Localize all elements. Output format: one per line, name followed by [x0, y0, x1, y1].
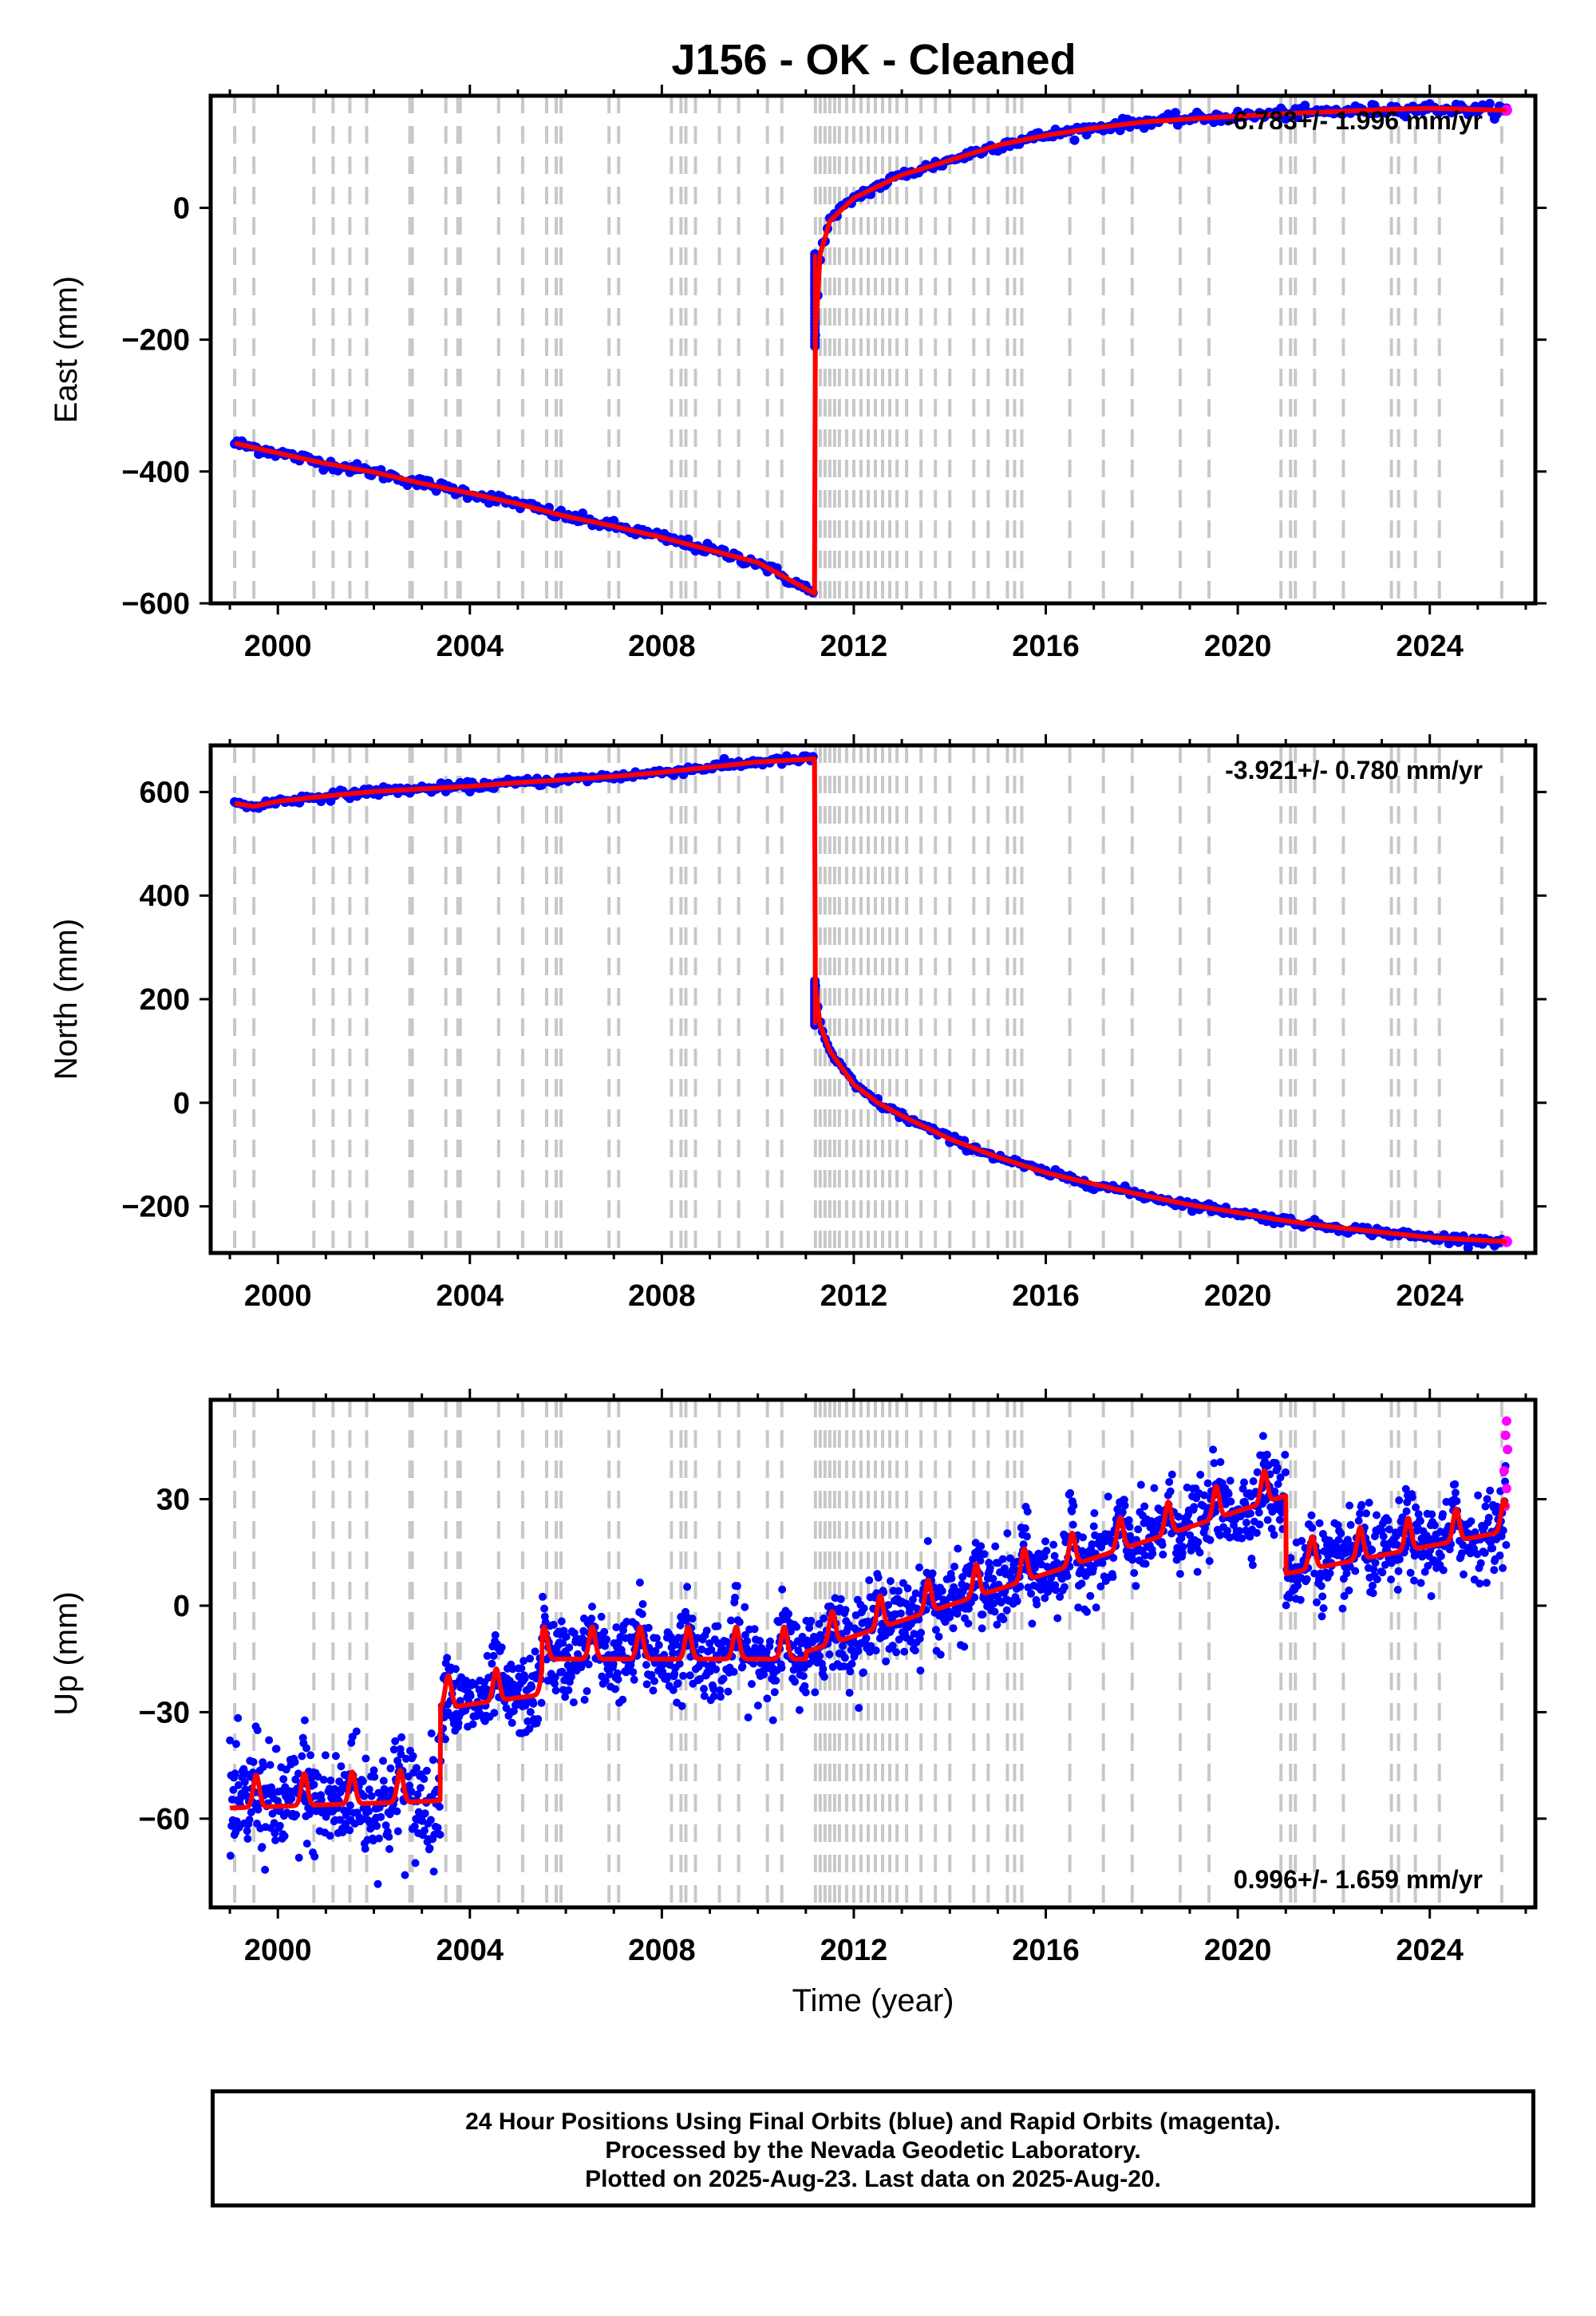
panel-up: 2000 2004 2008 2012 2016 2020 2024 30 0 −30 −60 Up …: [49, 1389, 1547, 2018]
x-tick-label: 2004: [437, 630, 504, 663]
east-rate-label: -6.783+/- 1.996 mm/yr: [1225, 106, 1483, 135]
up-final-orbit-points: [226, 1432, 1511, 1888]
east-plot-area: [230, 96, 1512, 603]
y-tick-label: −60: [139, 1803, 190, 1836]
y-tick-label: 600: [140, 776, 190, 809]
y-tick-label: −200: [121, 1191, 190, 1224]
up-rapid-orbit-point: [1503, 1445, 1513, 1455]
up-plot-area: [226, 1400, 1513, 1907]
up-model-line: [227, 1468, 1509, 1811]
y-tick-label: −200: [121, 324, 190, 358]
east-y-axis-label: East (mm): [49, 276, 84, 423]
up-rapid-orbit-point: [1501, 1484, 1511, 1494]
x-tick-label: 2016: [1012, 630, 1080, 663]
north-y-axis-label: North (mm): [49, 919, 84, 1080]
y-tick-label: 200: [140, 983, 190, 1017]
y-tick-label: 0: [173, 1087, 190, 1120]
x-tick-label: 2020: [1204, 1934, 1272, 1967]
y-tick-label: 400: [140, 879, 190, 913]
x-tick-label: 2008: [628, 1934, 696, 1967]
north-model-line: [233, 756, 1508, 1244]
x-tick-label: 2024: [1396, 1279, 1464, 1313]
chart-title: J156 - OK - Cleaned: [671, 36, 1077, 84]
x-tick-label: 2000: [244, 1934, 312, 1967]
east-rapid-orbit-point: [1500, 105, 1512, 117]
x-tick-label: 2012: [820, 1934, 888, 1967]
north-final-orbit-points: [230, 751, 1511, 1253]
caption-line-plotted: Plotted on 2025-Aug-23. Last data on 202…: [585, 2166, 1161, 2192]
y-tick-label: 0: [173, 1590, 190, 1623]
north-rate-label: -3.921+/- 0.780 mm/yr: [1225, 756, 1483, 785]
up-y-axis-label: Up (mm): [49, 1591, 84, 1716]
panel-east: 2000 2004 2008 2012 2016 2020 2024 0 −200 −400 −60…: [49, 85, 1547, 663]
caption-line-orbits: 24 Hour Positions Using Final Orbits (bl…: [465, 2109, 1281, 2135]
up-rate-label: 0.996+/- 1.659 mm/yr: [1234, 1865, 1483, 1894]
x-tick-label: 2000: [244, 1279, 312, 1313]
x-tick-label: 2016: [1012, 1934, 1080, 1967]
x-tick-label: 2004: [437, 1279, 504, 1313]
x-tick-label: 2008: [628, 1279, 696, 1313]
panel-north: 2000 2004 2008 2012 2016 2020 20246004002000−2…: [49, 734, 1547, 1313]
x-tick-label: 2008: [628, 630, 696, 663]
up-rapid-orbit-point: [1499, 1465, 1509, 1476]
up-rapid-orbit-point: [1501, 1416, 1511, 1426]
x-axis-label: Time (year): [792, 1983, 954, 2018]
x-tick-label: 2012: [820, 1279, 888, 1313]
y-tick-label: 0: [173, 192, 190, 225]
x-tick-label: 2020: [1204, 630, 1272, 663]
y-tick-label: 30: [156, 1484, 190, 1517]
east-final-orbit-points: [230, 98, 1511, 598]
x-tick-label: 2024: [1396, 1934, 1464, 1967]
up-frame: [208, 1397, 1538, 1910]
north-plot-area: [230, 745, 1512, 1253]
caption-box: 24 Hour Positions Using Final Orbits (bl…: [211, 2089, 1535, 2207]
y-tick-label: −400: [121, 456, 190, 489]
east-frame: [208, 93, 1538, 606]
x-tick-label: 2012: [820, 630, 888, 663]
x-tick-label: 2016: [1012, 1279, 1080, 1313]
east-model-line: [233, 105, 1508, 596]
x-tick-label: 2020: [1204, 1279, 1272, 1313]
caption-line-processed: Processed by the Nevada Geodetic Laborat…: [605, 2137, 1141, 2164]
up-rapid-orbit-point: [1500, 1430, 1511, 1441]
x-tick-label: 2004: [437, 1934, 504, 1967]
x-tick-label: 2000: [244, 630, 312, 663]
north-rapid-orbit-point: [1500, 1235, 1512, 1247]
x-tick-label: 2024: [1396, 630, 1464, 663]
y-tick-label: −600: [121, 587, 190, 621]
y-tick-label: −30: [139, 1696, 190, 1729]
